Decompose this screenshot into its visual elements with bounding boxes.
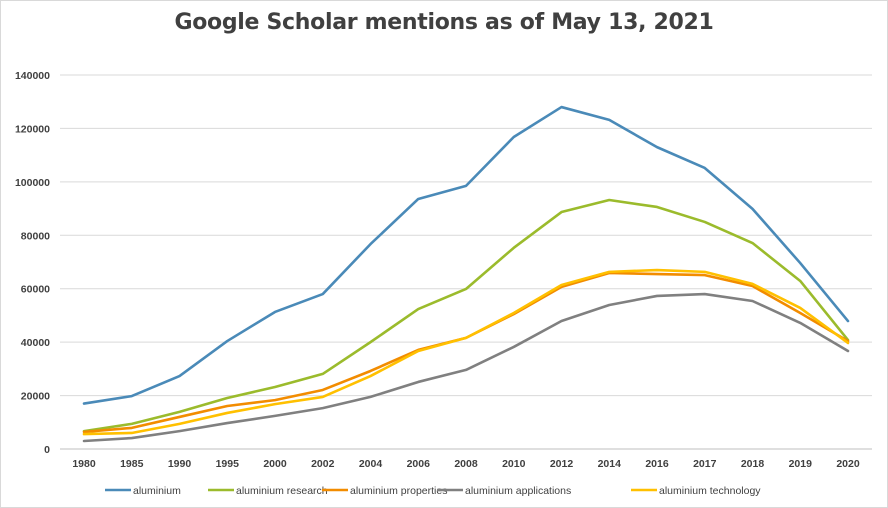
x-tick-label: 1990 [168, 458, 192, 470]
x-tick-label: 2018 [741, 458, 765, 470]
x-tick-label: 2000 [263, 458, 287, 470]
y-tick-label: 60000 [21, 284, 50, 296]
y-tick-label: 100000 [15, 177, 50, 189]
x-tick-label: 2010 [502, 458, 526, 470]
series-line-aluminium-technology [82, 268, 850, 436]
chart-title: Google Scholar mentions as of May 13, 20… [174, 10, 714, 35]
x-tick-label: 2016 [645, 458, 669, 470]
y-tick-label: 20000 [21, 391, 50, 403]
x-tick-label: 2002 [311, 458, 335, 470]
series-line-aluminium-properties [82, 271, 850, 434]
x-tick-label: 1980 [72, 458, 96, 470]
x-tick-label: 2014 [598, 458, 622, 470]
series-line-aluminium-applications [82, 292, 850, 443]
legend-label: aluminium properties [350, 485, 447, 497]
x-tick-label: 2008 [454, 458, 478, 470]
x-tick-label: 2017 [693, 458, 717, 470]
y-tick-label: 0 [44, 444, 50, 456]
legend-label: aluminium research [236, 485, 328, 497]
x-tick-label: 2019 [789, 458, 813, 470]
x-tick-label: 2020 [836, 458, 860, 470]
y-tick-label: 120000 [15, 123, 50, 135]
y-tick-label: 80000 [21, 230, 50, 242]
x-tick-label: 2006 [407, 458, 431, 470]
series-line-aluminium-research [82, 198, 850, 433]
x-tick-label: 2012 [550, 458, 574, 470]
legend-label: aluminium applications [465, 485, 571, 497]
y-tick-label: 40000 [21, 337, 50, 349]
y-tick-label: 140000 [15, 70, 50, 82]
x-tick-label: 1995 [216, 458, 240, 470]
x-tick-label: 2004 [359, 458, 383, 470]
x-tick-label: 1985 [120, 458, 144, 470]
legend-label: aluminium [133, 485, 181, 497]
legend-label: aluminium technology [659, 485, 761, 497]
series-line-aluminium [82, 105, 850, 405]
